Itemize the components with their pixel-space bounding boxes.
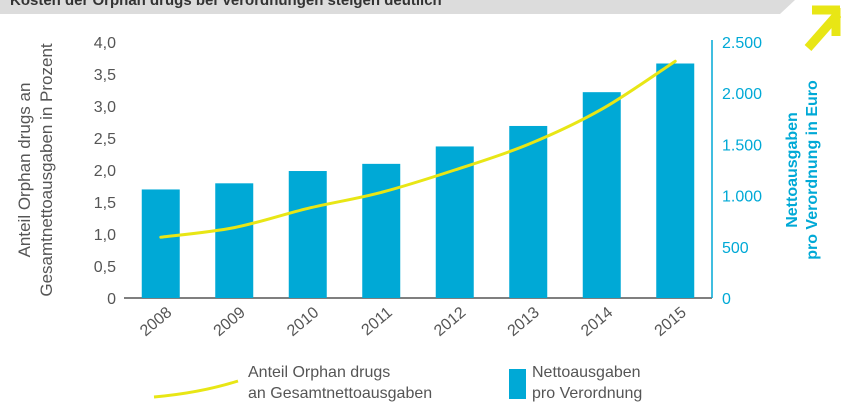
left-tick-labels: 0 0,5 1,0 1,5 2,0 2,5 3,0 3,5 4,0 <box>94 35 116 308</box>
y-left-tick-label: 3,5 <box>94 67 116 84</box>
y-left-tick-label: 2,5 <box>94 131 116 148</box>
y-right-tick-label: 0 <box>722 291 731 308</box>
y-axis-left-title-line-2: Gesamtnettoausgaben in Prozent <box>37 43 56 297</box>
header-banner-text: Kosten der Orphan drugs bei Verordnungen… <box>10 0 442 9</box>
bar-2008 <box>141 189 180 298</box>
bar-2009 <box>215 183 254 298</box>
y-left-tick-label: 4,0 <box>94 35 116 52</box>
x-tick-label: 2014 <box>578 304 616 340</box>
x-tick-label: 2008 <box>137 304 175 340</box>
bar-2012 <box>435 146 474 298</box>
bar-2014 <box>582 92 621 299</box>
x-tick-label: 2015 <box>652 304 690 340</box>
y-right-tick-label: 2.000 <box>722 86 762 103</box>
legend-line-label-1: Anteil Orphan drugs <box>248 364 390 381</box>
line-series-path <box>159 59 677 239</box>
bar-2010 <box>288 171 327 298</box>
legend-bar-label-1: Nettoausgaben <box>532 364 641 381</box>
y-right-tick-label: 500 <box>722 240 749 257</box>
y-left-tick-label: 0 <box>107 291 116 308</box>
y-right-tick-label: 2.500 <box>722 35 762 52</box>
y-right-tick-label: 1.500 <box>722 137 762 154</box>
x-tick-label: 2010 <box>284 304 322 340</box>
bar-2015 <box>656 63 695 299</box>
y-right-tick-label: 1.000 <box>722 189 762 206</box>
legend-bar-swatch <box>509 369 526 399</box>
legend-line-swatch <box>153 379 239 399</box>
y-left-tick-label: 3,0 <box>94 99 116 116</box>
y-axis-right-title-line-2: pro Verordnung in Euro <box>804 80 821 260</box>
bar-series-group <box>141 63 695 299</box>
x-tick-label: 2011 <box>359 304 396 339</box>
legend-line-label-2: an Gesamtnettoausgaben <box>248 385 432 402</box>
x-tick-labels: 2008 2009 2010 2011 2012 2013 2014 2015 <box>137 304 690 340</box>
arrow-up-right-icon <box>804 5 841 51</box>
y-axis-left-title-line-1: Anteil Orphan drugs an <box>15 83 34 258</box>
header-banner <box>0 0 795 14</box>
y-left-tick-label: 1,0 <box>94 227 116 244</box>
y-axis-right-title-line-1: Nettoausgaben <box>784 112 801 228</box>
x-tick-label: 2009 <box>211 304 249 340</box>
x-tick-label: 2012 <box>431 304 469 340</box>
legend: Anteil Orphan drugs an Gesamtnettoausgab… <box>153 364 642 402</box>
bar-2011 <box>362 163 401 298</box>
y-left-tick-label: 2,0 <box>94 163 116 180</box>
right-tick-labels: 0 500 1.000 1.500 2.000 2.500 <box>722 35 762 308</box>
legend-bar-label-2: pro Verordnung <box>532 385 642 402</box>
line-series-group <box>159 59 677 239</box>
y-left-tick-label: 1,5 <box>94 195 116 212</box>
x-tick-label: 2013 <box>505 304 543 340</box>
bar-2013 <box>509 125 548 298</box>
y-left-tick-label: 0,5 <box>94 259 116 276</box>
